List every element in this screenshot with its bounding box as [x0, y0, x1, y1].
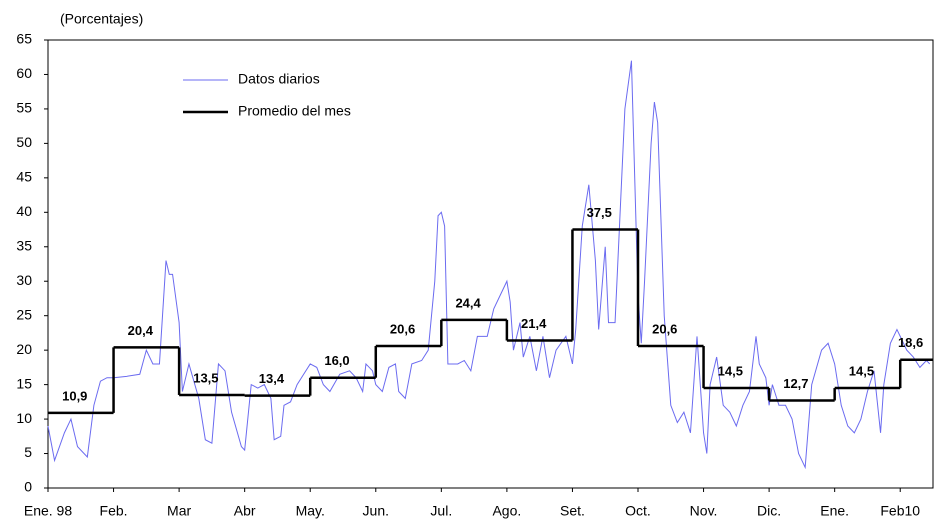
x-tick-label: Oct.: [625, 503, 651, 519]
y-tick-label: 60: [16, 65, 32, 81]
y-tick-label: 5: [24, 444, 32, 460]
value-label: 14,5: [718, 363, 743, 378]
value-label: 13,4: [259, 371, 285, 386]
y-tick-label: 20: [16, 341, 32, 357]
value-label: 37,5: [587, 205, 612, 220]
y-tick-label: 10: [16, 410, 32, 426]
value-label: 14,5: [849, 363, 874, 378]
x-tick-label: Nov.: [690, 503, 718, 519]
y-tick-label: 55: [16, 100, 32, 116]
y-tick-label: 15: [16, 375, 32, 391]
x-tick-label: Dic.: [757, 503, 781, 519]
x-tick-label: Abr: [234, 503, 256, 519]
x-tick-label: Feb10: [880, 503, 920, 519]
value-label: 21,4: [521, 316, 547, 331]
y-tick-label: 45: [16, 169, 32, 185]
value-label: 10,9: [62, 388, 87, 403]
value-label: 24,4: [455, 295, 481, 310]
x-tick-label: Ene. 98: [24, 503, 72, 519]
x-tick-label: Ene.: [820, 503, 849, 519]
legend-label: Datos diarios: [238, 71, 320, 87]
y-tick-label: 40: [16, 203, 32, 219]
x-tick-label: Jul.: [430, 503, 452, 519]
x-tick-label: Set.: [560, 503, 585, 519]
x-tick-label: Feb.: [100, 503, 128, 519]
x-tick-label: May.: [296, 503, 325, 519]
y-tick-label: 25: [16, 306, 32, 322]
x-tick-label: Mar: [167, 503, 191, 519]
value-label: 20,6: [390, 321, 415, 336]
value-label: 16,0: [324, 353, 349, 368]
value-label: 18,6: [898, 335, 923, 350]
y-tick-label: 50: [16, 134, 32, 150]
y-axis-label: (Porcentajes): [60, 11, 143, 27]
legend-label: Promedio del mes: [238, 103, 351, 119]
value-label: 12,7: [783, 376, 808, 391]
value-label: 20,4: [128, 323, 154, 338]
y-tick-label: 35: [16, 237, 32, 253]
plot-frame: [47, 39, 934, 489]
value-label: 20,6: [652, 321, 677, 336]
x-tick-label: Ago.: [492, 503, 521, 519]
y-tick-label: 0: [24, 479, 32, 495]
daily-line: [47, 60, 931, 470]
y-tick-label: 65: [16, 31, 32, 47]
value-label: 13,5: [193, 370, 218, 385]
y-tick-label: 30: [16, 272, 32, 288]
x-tick-label: Jun.: [363, 503, 389, 519]
